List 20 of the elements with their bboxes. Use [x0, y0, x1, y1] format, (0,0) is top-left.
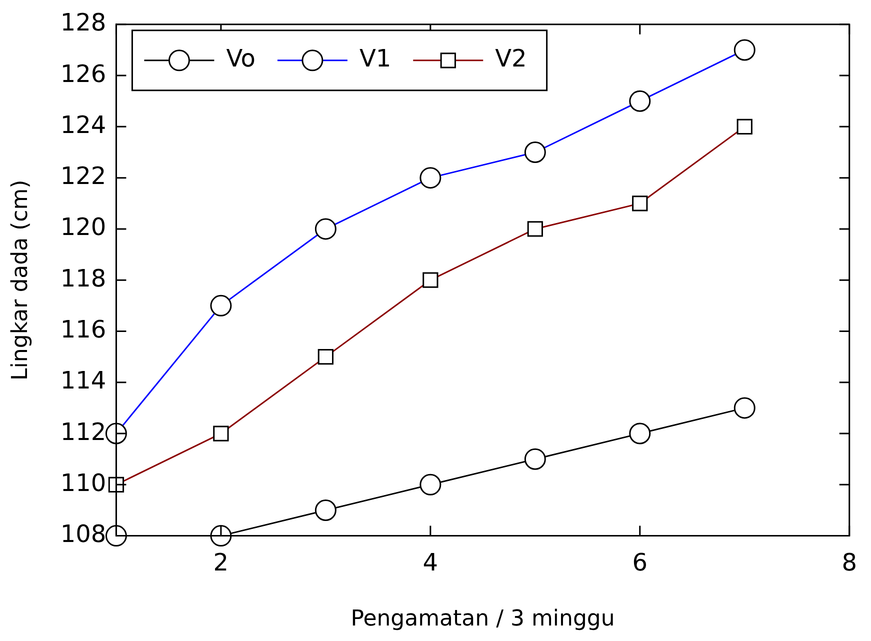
legend-label: Vo — [226, 44, 256, 73]
y-tick-label: 118 — [60, 264, 106, 292]
y-tick-label: 112 — [60, 418, 106, 446]
y-tick-label: 116 — [60, 315, 106, 344]
x-tick-label: 4 — [422, 548, 438, 576]
y-tick-label: 126 — [60, 60, 106, 88]
x-tick-label: 6 — [632, 548, 648, 576]
y-tick-label: 120 — [60, 213, 106, 242]
x-tick-label: 2 — [213, 548, 229, 576]
y-axis-title: Lingkar dada (cm) — [8, 180, 33, 380]
y-tick-label: 122 — [60, 162, 106, 190]
y-tick-label: 114 — [60, 366, 106, 395]
legend-label: V1 — [359, 44, 392, 73]
y-tick-label: 128 — [60, 8, 106, 37]
x-tick-label: 8 — [842, 548, 858, 576]
y-tick-label: 110 — [60, 468, 106, 497]
legend-label: V2 — [495, 44, 527, 73]
y-tick-label: 124 — [60, 110, 106, 139]
y-tick-label: 108 — [60, 520, 106, 548]
x-axis-title: Pengamatan / 3 minggu — [350, 606, 615, 632]
